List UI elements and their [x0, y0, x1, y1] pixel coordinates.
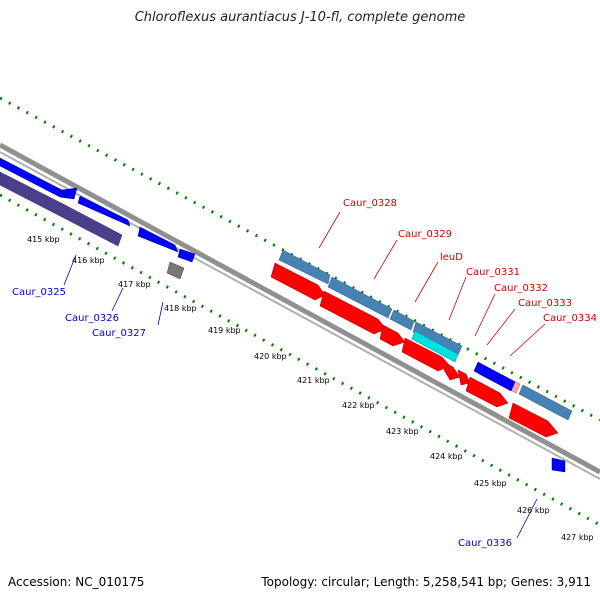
gene-caur-0325[interactable] [0, 157, 78, 200]
tick-label: 420 kbp [254, 352, 287, 361]
genome-summary-text: Topology: circular; Length: 5,258,541 bp… [261, 575, 591, 589]
gene-caur-0328[interactable] [270, 262, 326, 301]
gene-caur-0329[interactable] [319, 290, 387, 335]
gene-label-caur-0334[interactable]: Caur_0334 [543, 313, 597, 324]
cds-reverse [0, 171, 123, 247]
callout-lines [63, 211, 546, 539]
gene-label-caur-0327[interactable]: Caur_0327 [92, 328, 146, 339]
tick-label: 417 kbp [118, 280, 151, 289]
tick-label: 421 kbp [297, 376, 330, 385]
gene-label-caur-0332[interactable]: Caur_0332 [494, 283, 548, 294]
gene-caur-0333[interactable] [465, 376, 509, 408]
gene-label-caur-0326[interactable]: Caur_0326 [65, 313, 119, 324]
tick-label: 427 kbp [561, 533, 594, 542]
tick-label: 416 kbp [72, 256, 105, 265]
tick-label: 425 kbp [474, 479, 507, 488]
tick-label: 426 kbp [517, 506, 550, 515]
tick-label: 419 kbp [208, 326, 241, 335]
kbp-tick-labels: 415 kbp 416 kbp 417 kbp 418 kbp 419 kbp … [27, 235, 594, 542]
gene-caur-0332[interactable] [473, 361, 516, 392]
gene-leud[interactable] [379, 324, 406, 347]
forward-strand-genes [270, 262, 559, 438]
backbone-line [0, 142, 600, 475]
tick-label: 424 kbp [430, 452, 463, 461]
gene-caur-0331[interactable] [401, 337, 451, 372]
gene-small-red-1[interactable] [443, 363, 461, 381]
gene-caur-0334[interactable] [508, 402, 559, 438]
map-title: Chloroflexus aurantiacus J-10-fl, comple… [134, 10, 466, 25]
gene-label-caur-0329[interactable]: Caur_0329 [398, 229, 452, 240]
inner-tick-ring [0, 193, 600, 527]
tick-label: 415 kbp [27, 235, 60, 244]
gene-small-gray [166, 261, 185, 280]
gene-label-caur-0328[interactable]: Caur_0328 [343, 198, 397, 209]
gene-label-caur-0331[interactable]: Caur_0331 [466, 267, 520, 278]
gene-label-caur-0325[interactable]: Caur_0325 [12, 287, 66, 298]
tick-label: 418 kbp [164, 304, 197, 313]
accession-text: Accession: NC_010175 [8, 575, 145, 589]
tick-label: 423 kbp [386, 427, 419, 436]
gene-caur-0327b[interactable] [177, 248, 196, 263]
gene-caur-0326[interactable] [77, 195, 131, 227]
gene-label-leud[interactable]: leuD [440, 252, 463, 263]
gene-caur-0327[interactable] [137, 226, 179, 253]
gene-labels: Caur_0325 Caur_0326 Caur_0327 Caur_0328 … [12, 198, 597, 549]
reverse-strand-genes [0, 157, 566, 473]
gene-caur-0331b[interactable] [411, 330, 459, 363]
gene-label-caur-0333[interactable]: Caur_0333 [518, 298, 572, 309]
gene-label-caur-0336[interactable]: Caur_0336 [458, 538, 512, 549]
tick-label: 422 kbp [342, 401, 375, 410]
gene-caur-0336[interactable] [551, 457, 566, 473]
forward-cds [278, 249, 573, 421]
